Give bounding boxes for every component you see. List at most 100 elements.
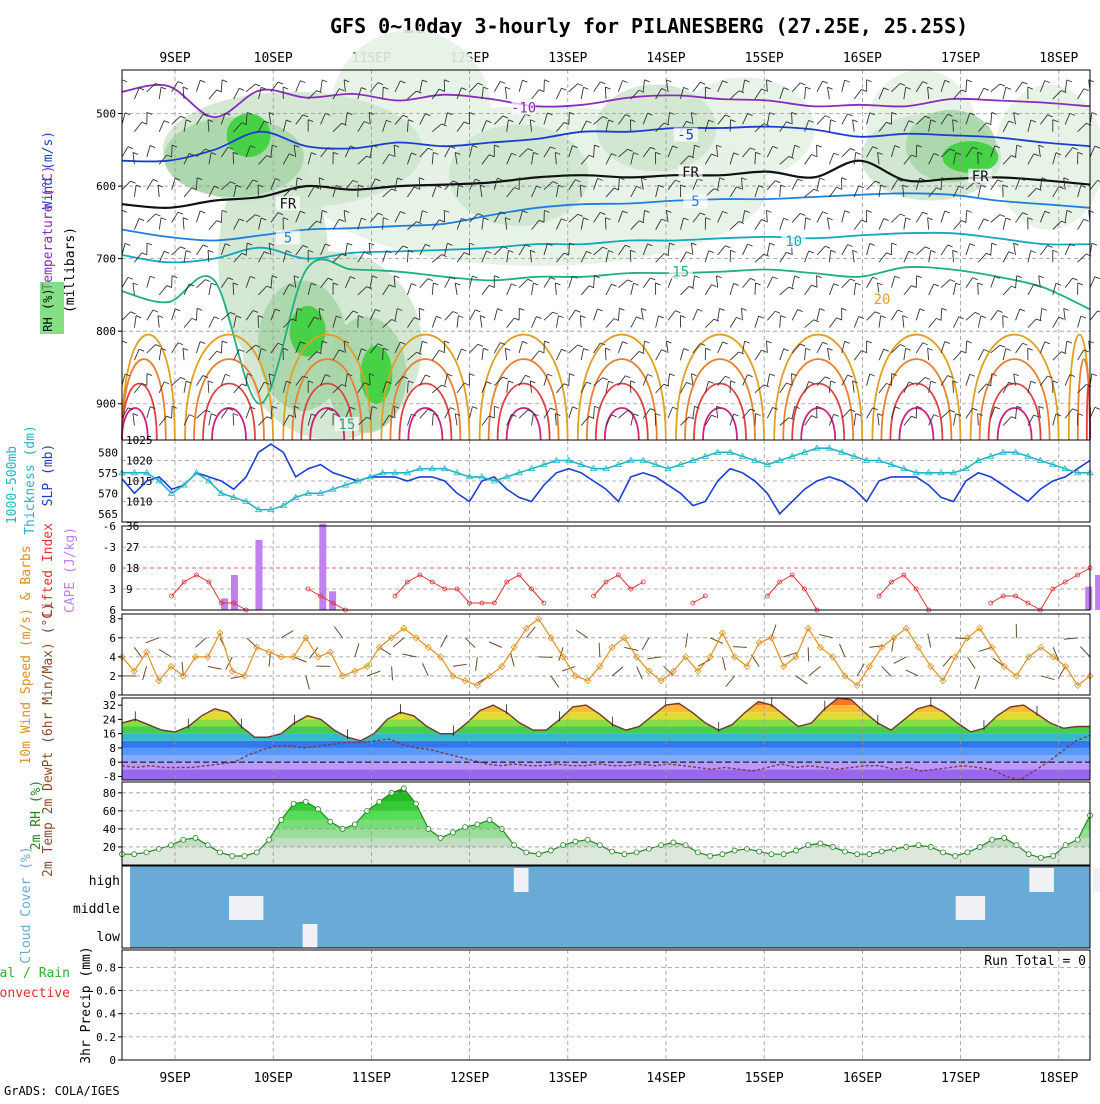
wind-barb bbox=[867, 312, 875, 320]
wind-barb bbox=[820, 178, 825, 180]
wind-barb bbox=[809, 251, 814, 253]
wind-barb bbox=[322, 80, 327, 82]
wind-barb bbox=[167, 416, 172, 418]
wind-barb bbox=[656, 254, 664, 263]
wind-barb bbox=[583, 87, 588, 89]
wind-barb bbox=[792, 112, 793, 124]
wind-barb bbox=[711, 285, 716, 287]
wind-barb bbox=[686, 633, 688, 647]
wind-barb bbox=[709, 381, 714, 383]
rh-marker bbox=[585, 837, 590, 842]
wind-barb bbox=[147, 374, 152, 376]
wind-barb bbox=[878, 414, 883, 416]
wind-barb bbox=[829, 318, 836, 328]
wind-barb bbox=[693, 309, 698, 320]
wind-barb bbox=[1089, 80, 1094, 82]
wind-barb bbox=[1056, 283, 1061, 285]
wind-barb bbox=[558, 316, 563, 318]
lifted-index-line bbox=[594, 575, 644, 596]
wind-barb bbox=[828, 348, 833, 350]
wind-speed-line bbox=[122, 619, 1090, 686]
li-tick-label: 3 bbox=[109, 583, 116, 596]
wind-barb bbox=[1090, 277, 1095, 288]
wind-barb bbox=[691, 374, 692, 386]
rh-marker bbox=[818, 841, 823, 846]
wind-barb bbox=[612, 667, 623, 676]
wind-barb bbox=[507, 284, 512, 295]
wind-barb bbox=[1031, 251, 1036, 253]
wind-barb bbox=[475, 310, 480, 312]
wind-barb bbox=[480, 316, 482, 328]
wind-barb bbox=[159, 87, 161, 99]
wind-barb bbox=[503, 377, 508, 379]
wind-barb bbox=[494, 81, 500, 91]
wind-barb bbox=[879, 349, 884, 360]
wind-barb bbox=[814, 320, 819, 322]
li-tick-label: -6 bbox=[103, 520, 116, 533]
contour-label: 15 bbox=[338, 417, 355, 433]
wind-barb bbox=[984, 88, 989, 90]
wind-barb bbox=[978, 152, 979, 164]
wind-barb bbox=[196, 638, 206, 647]
rh-marker bbox=[1051, 853, 1056, 858]
wind-barb bbox=[909, 251, 914, 253]
x-tick-label-bottom: 16SEP bbox=[843, 1071, 882, 1086]
wind-barb bbox=[870, 374, 875, 376]
wind-barb bbox=[469, 374, 474, 376]
wind-barb bbox=[494, 377, 502, 385]
wind-barb bbox=[494, 406, 499, 408]
wind-barb bbox=[953, 250, 954, 262]
slp-tick-label: 1020 bbox=[126, 455, 153, 468]
wind-barb bbox=[164, 251, 169, 253]
wind-barb bbox=[618, 411, 627, 419]
wind-barb bbox=[726, 676, 735, 687]
wind-barb bbox=[767, 181, 775, 190]
wind-barb bbox=[175, 309, 180, 311]
wind-barb bbox=[680, 316, 685, 318]
wind-barb bbox=[172, 377, 181, 385]
wind-barb bbox=[532, 283, 534, 295]
rh-marker bbox=[487, 817, 492, 822]
wind-barb bbox=[161, 87, 166, 89]
wind-barb bbox=[1092, 243, 1097, 245]
y-tick-label: 2 bbox=[109, 670, 116, 683]
lifted-index-marker bbox=[542, 601, 546, 605]
wind-barb bbox=[680, 349, 683, 361]
wind-barb bbox=[469, 310, 475, 320]
wind-barb bbox=[367, 671, 380, 676]
wind-barb bbox=[556, 349, 561, 360]
wind-barb bbox=[759, 316, 764, 318]
wind-barb bbox=[854, 152, 855, 164]
wind-barb bbox=[992, 243, 997, 245]
wind-barb bbox=[666, 80, 671, 82]
wind-barb bbox=[705, 251, 708, 263]
rh-marker bbox=[708, 853, 713, 858]
wind-barb bbox=[608, 381, 613, 383]
wind-barb bbox=[950, 280, 955, 282]
wind-barb bbox=[916, 309, 920, 320]
wind-barb bbox=[581, 286, 589, 295]
rh-shading bbox=[942, 141, 998, 173]
wind-barb bbox=[904, 416, 912, 425]
wind-barb bbox=[733, 647, 747, 648]
rh-marker bbox=[671, 840, 676, 845]
wind-barb bbox=[428, 279, 433, 281]
wind-barb bbox=[991, 243, 992, 255]
rh-marker bbox=[610, 849, 615, 854]
wind-barb bbox=[789, 287, 794, 289]
wind-barb bbox=[139, 88, 144, 90]
wind-barb bbox=[978, 253, 986, 262]
x-tick-label: 17SEP bbox=[941, 51, 980, 66]
wind-barb bbox=[845, 211, 850, 213]
wind-barb bbox=[734, 414, 739, 416]
wind-barb bbox=[383, 348, 384, 360]
y-tick-label: 700 bbox=[96, 253, 116, 266]
wind-barb bbox=[1073, 409, 1078, 411]
wind-barb bbox=[817, 145, 822, 147]
wind-barb bbox=[736, 317, 741, 319]
wind-barb bbox=[1045, 342, 1050, 344]
wind-barb bbox=[569, 112, 570, 124]
wind-barb bbox=[209, 317, 214, 328]
wind-barb bbox=[200, 80, 205, 82]
